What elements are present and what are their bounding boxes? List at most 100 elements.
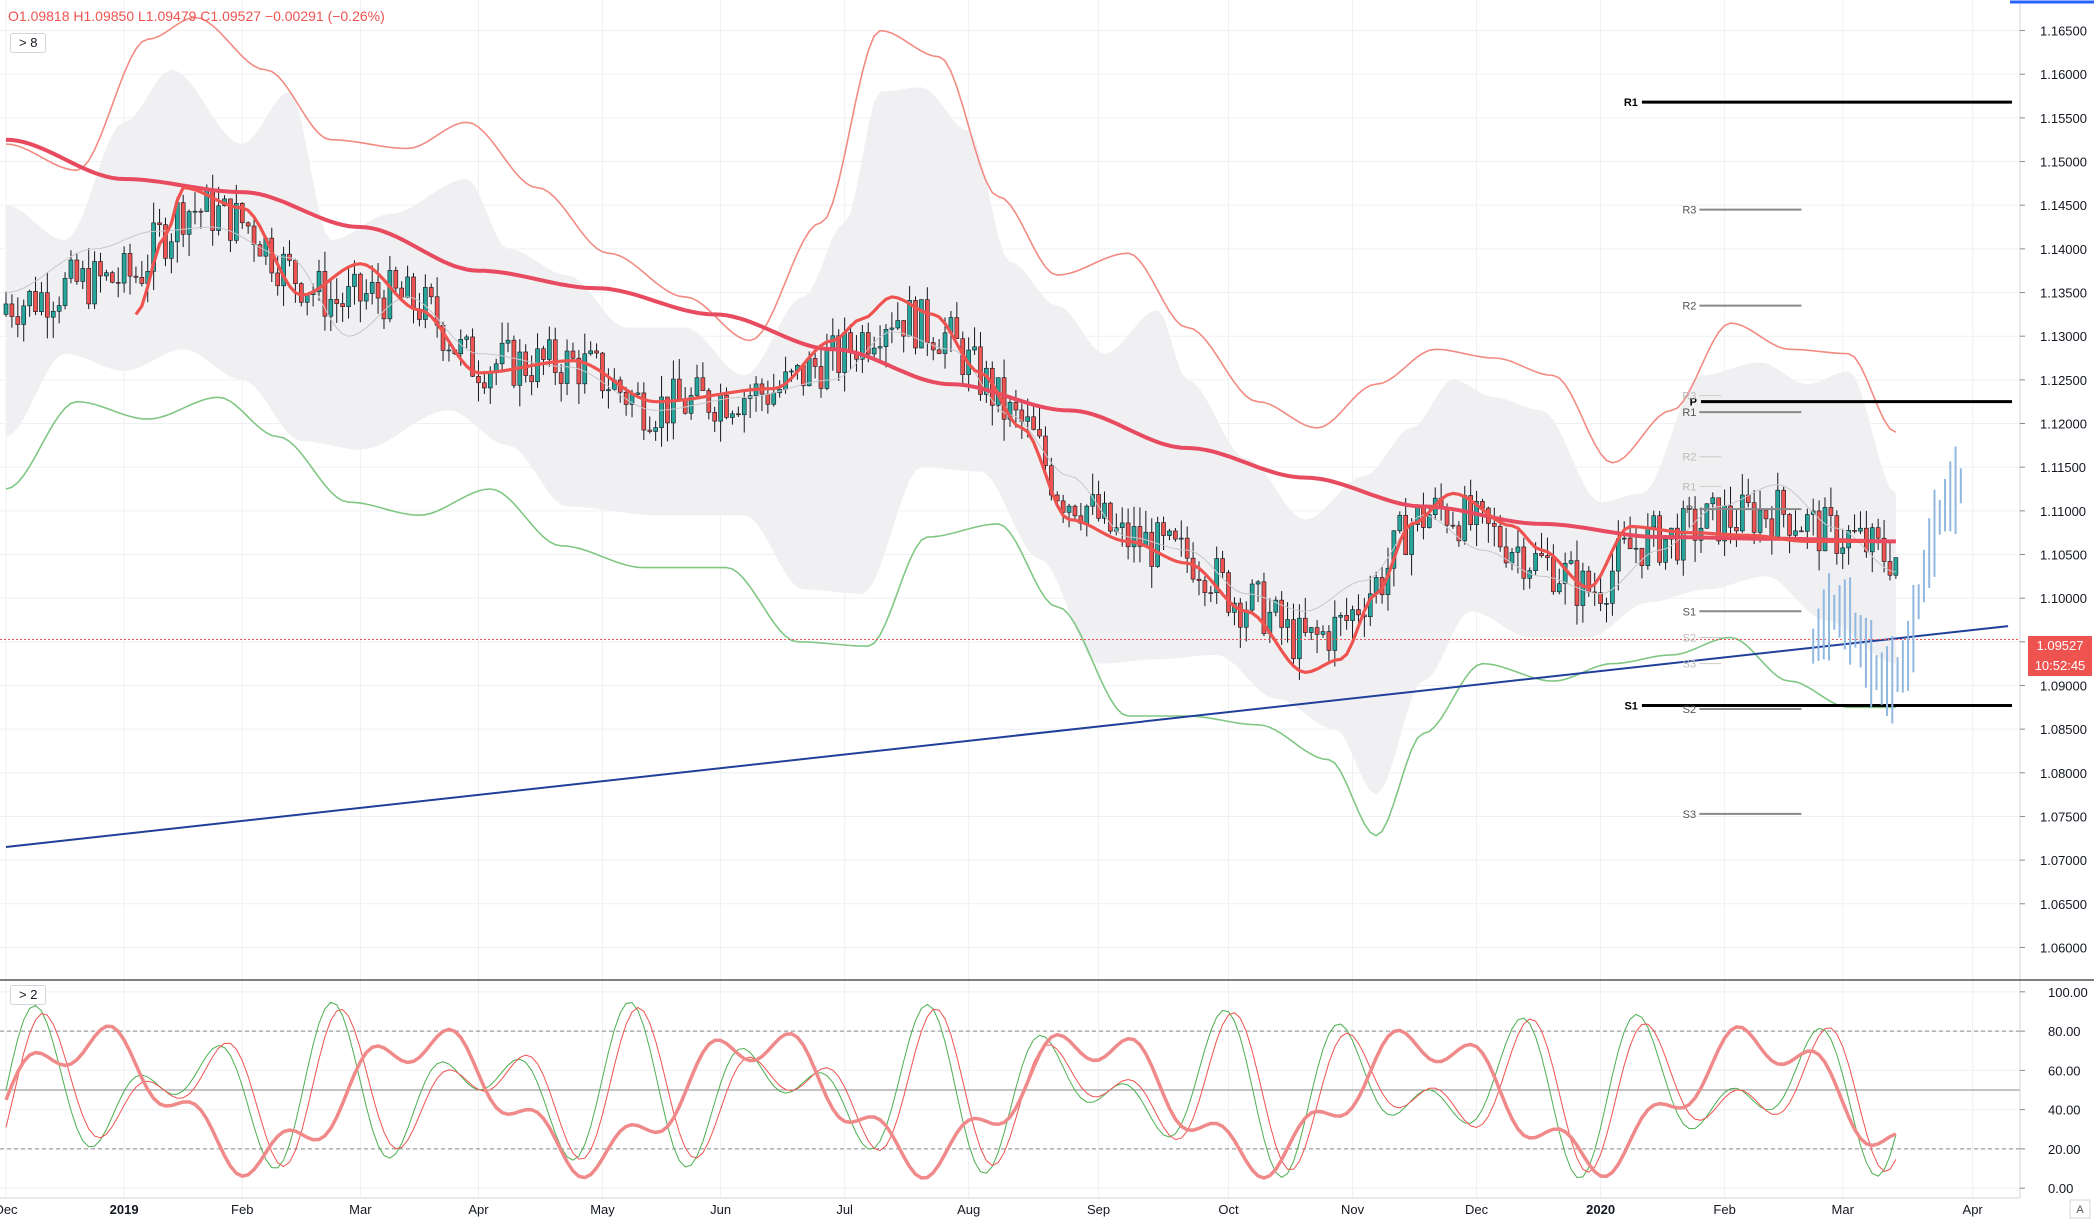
price-tick-label-9: 1.12000 <box>2040 417 2087 432</box>
candle-body-14 <box>86 268 91 305</box>
candle-body-12 <box>74 259 80 282</box>
price-tick-label-7: 1.13000 <box>2040 329 2087 344</box>
candle-body-149 <box>883 329 889 347</box>
candle-body-133 <box>789 370 794 373</box>
candle-body-99 <box>588 350 593 355</box>
candle-body-198 <box>1173 530 1178 540</box>
time-tick-label-7: Jul <box>836 1202 853 1217</box>
candle-body-236 <box>1397 514 1403 532</box>
candle-body-197 <box>1167 530 1172 536</box>
candle-body-62 <box>369 282 375 294</box>
price-tick-label-18: 1.07500 <box>2040 809 2087 824</box>
candle-body-5 <box>33 291 38 312</box>
price-tick-label-19: 1.07000 <box>2040 853 2087 868</box>
candle-body-175 <box>1037 429 1042 437</box>
candle-body-219 <box>1297 617 1302 660</box>
time-tick-label-11: Nov <box>1341 1202 1365 1217</box>
candle-body-245 <box>1450 524 1456 527</box>
candle-body-39 <box>234 202 239 241</box>
candle-body-276 <box>1633 547 1639 550</box>
candle-body-263 <box>1556 583 1562 593</box>
candle-body-205 <box>1214 558 1220 594</box>
candle-body-223 <box>1320 631 1326 635</box>
candle-body-290 <box>1716 497 1722 542</box>
price-tick-label-8: 1.12500 <box>2040 373 2087 388</box>
candle-body-271 <box>1604 603 1609 605</box>
candle-body-11 <box>68 259 74 279</box>
candle-body-65 <box>387 270 393 320</box>
stoch-slow-line <box>4 1024 1897 1180</box>
candle-body-20 <box>121 253 127 284</box>
candle-body-72 <box>428 287 434 298</box>
candle-body-54 <box>322 271 328 317</box>
candle-body-298 <box>1763 509 1769 520</box>
candle-body-305 <box>1804 514 1810 532</box>
candle-body-147 <box>871 347 877 355</box>
candle-body-308 <box>1822 507 1828 552</box>
candle-body-21 <box>127 253 133 277</box>
candle-body-58 <box>346 286 351 307</box>
time-tick-label-16: Apr <box>1963 1202 1984 1217</box>
time-tick-label-6: Jun <box>710 1202 731 1217</box>
candle-body-38 <box>228 198 233 241</box>
candle-body-100 <box>594 350 599 354</box>
candle-body-0 <box>3 303 9 315</box>
candle-body-176 <box>1043 435 1048 466</box>
osc-tick-label-4: 20.00 <box>2048 1142 2081 1157</box>
candle-body-125 <box>741 398 747 416</box>
candle-body-156 <box>925 299 930 343</box>
candle-body-154 <box>913 300 918 349</box>
candle-body-150 <box>889 327 895 330</box>
candle-body-16 <box>98 261 103 277</box>
candle-body-187 <box>1108 502 1113 532</box>
yearly-pivot-label-1: P <box>1690 397 1697 409</box>
candle-body-166 <box>984 367 989 395</box>
candle-body-151 <box>895 320 901 329</box>
candle-body-216 <box>1279 599 1284 628</box>
monthly-pivot-label-0: R3 <box>1682 205 1696 217</box>
main-pane-toggle-button[interactable]: > 8 <box>10 33 47 53</box>
candle-body-314 <box>1858 527 1863 532</box>
osc-pane-toggle-button[interactable]: > 2 <box>10 985 47 1005</box>
price-tick-label-20: 1.06500 <box>2040 897 2087 912</box>
ohlc-legend: O1.09818 H1.09850 L1.09479 C1.09527 −0.0… <box>8 8 385 24</box>
candle-body-22 <box>133 275 139 278</box>
candle-body-92 <box>547 339 552 360</box>
candle-body-261 <box>1545 555 1550 558</box>
candle-body-267 <box>1580 570 1586 606</box>
candle-body-159 <box>942 332 948 354</box>
candle-body-71 <box>423 287 428 320</box>
candle-body-56 <box>334 299 340 304</box>
projection-bars <box>1812 446 1962 724</box>
candle-body-190 <box>1125 522 1131 548</box>
low-value: L1.09479 <box>138 8 197 24</box>
candle-body-229 <box>1356 609 1361 616</box>
candle-body-215 <box>1273 599 1279 613</box>
candle-body-102 <box>606 389 611 392</box>
candle-body-274 <box>1621 537 1627 540</box>
candle-body-88 <box>523 351 529 376</box>
candle-body-23 <box>139 277 145 284</box>
candle-body-238 <box>1409 524 1414 555</box>
candle-body-26 <box>157 222 162 225</box>
candle-body-203 <box>1202 580 1208 593</box>
candle-body-320 <box>1893 557 1899 576</box>
candle-body-137 <box>812 358 818 367</box>
candle-body-148 <box>877 346 883 349</box>
time-axis-bg <box>0 1198 2094 1221</box>
candle-body-36 <box>216 205 221 231</box>
time-tick-label-0: Dec <box>0 1202 18 1217</box>
candle-body-69 <box>411 276 416 310</box>
bollinger-mid-line <box>5 226 1897 612</box>
candle-body-40 <box>239 202 245 224</box>
candle-body-33 <box>198 210 204 213</box>
price-tick-label-21: 1.06000 <box>2040 940 2087 955</box>
candle-body-200 <box>1184 537 1190 559</box>
candle-body-7 <box>45 292 50 318</box>
time-tick-label-9: Sep <box>1087 1202 1110 1217</box>
candle-body-207 <box>1226 572 1231 613</box>
candle-body-309 <box>1828 507 1834 516</box>
candle-body-265 <box>1568 560 1574 564</box>
time-tick-label-10: Oct <box>1218 1202 1239 1217</box>
